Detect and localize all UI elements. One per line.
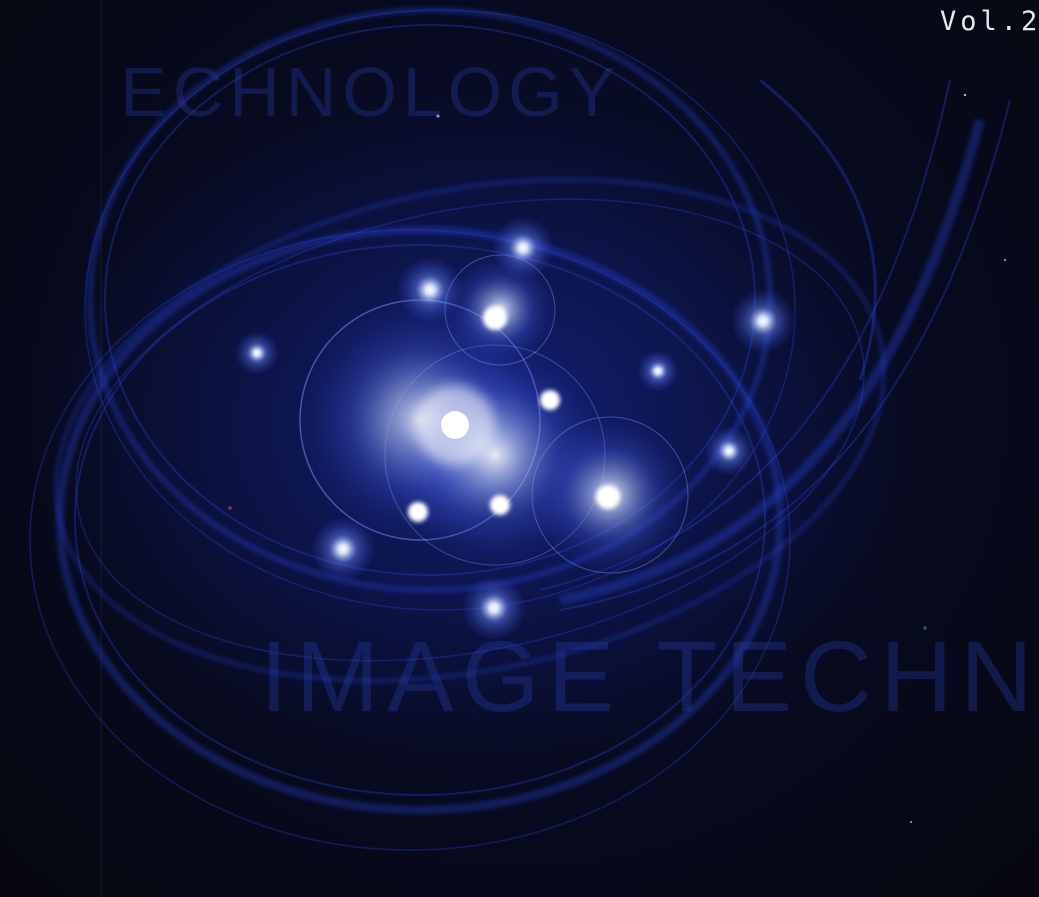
star-speckles bbox=[228, 93, 1006, 823]
central-cluster bbox=[299, 254, 689, 574]
page-edge-line bbox=[100, 0, 102, 897]
satellite-orbs bbox=[236, 218, 794, 639]
volume-label: Vol.25 bbox=[940, 6, 1039, 37]
